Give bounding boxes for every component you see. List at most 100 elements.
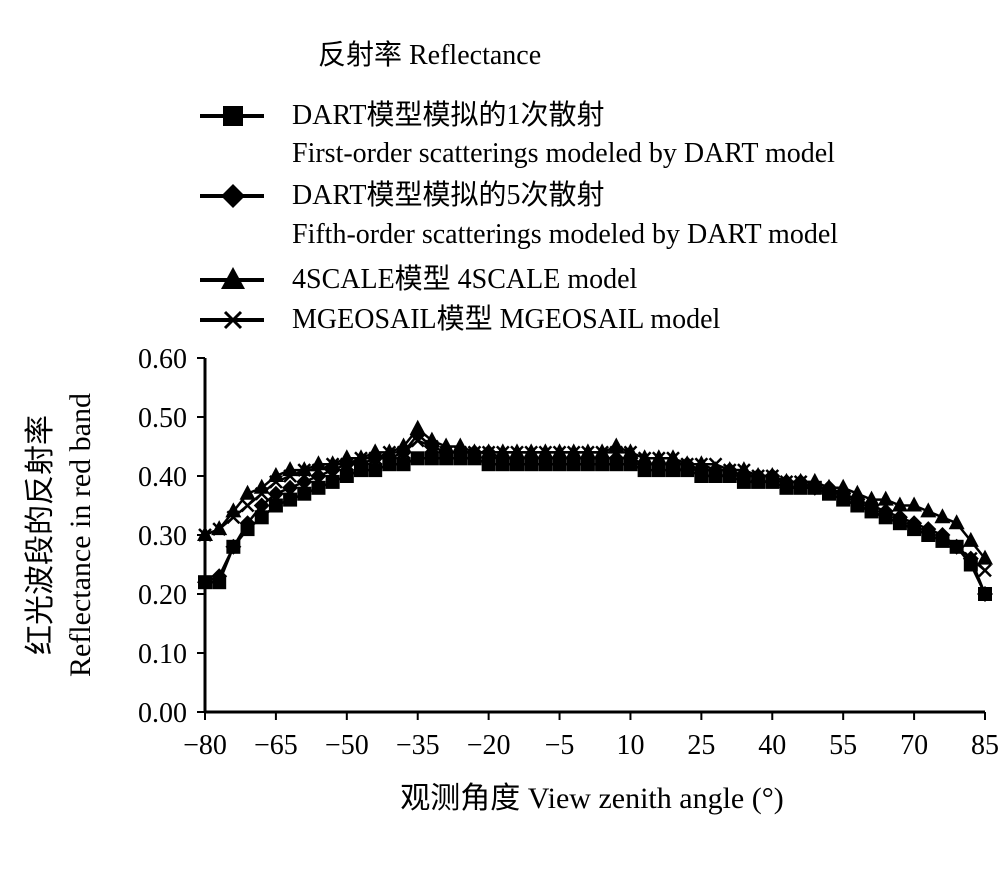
data-point-x xyxy=(822,486,836,501)
series-markers xyxy=(197,419,993,602)
triangle-marker-icon xyxy=(221,267,245,289)
data-point-x xyxy=(354,451,368,466)
y-tick-label: 0.50 xyxy=(138,403,187,434)
data-point-x xyxy=(836,492,851,507)
x-tick-label: 10 xyxy=(616,730,644,761)
data-point-diamond xyxy=(253,497,270,514)
data-point-triangle xyxy=(282,461,299,477)
data-point-x xyxy=(666,451,680,466)
x-tick-label: 25 xyxy=(687,730,715,761)
legend-item-mgeosail: MGEOSAIL模型 MGEOSAIL model xyxy=(200,303,720,335)
data-point-triangle xyxy=(906,496,923,512)
data-point-triangle xyxy=(423,431,440,447)
data-point-x xyxy=(212,522,227,536)
legend-label: DART模型模拟的5次散射 xyxy=(292,179,605,211)
x-tick-label: −50 xyxy=(325,730,369,761)
data-point-square xyxy=(410,451,425,466)
data-point-x xyxy=(510,445,524,460)
data-point-x xyxy=(254,486,269,501)
data-point-triangle xyxy=(310,455,327,471)
legend-label-en: First-order scatterings modeled by DART … xyxy=(292,138,835,169)
data-point-square xyxy=(268,498,283,513)
data-point-triangle xyxy=(977,549,993,565)
data-point-x xyxy=(311,463,326,477)
data-point-triangle xyxy=(452,437,469,453)
data-point-x xyxy=(297,463,312,477)
data-point-x xyxy=(680,457,695,472)
data-point-x xyxy=(793,475,808,489)
data-point-x xyxy=(453,445,468,460)
data-point-triangle xyxy=(253,478,270,494)
data-point-x xyxy=(935,534,950,548)
data-point-square xyxy=(297,486,312,501)
data-point-triangle xyxy=(920,502,937,518)
legend-label: 4SCALE模型 4SCALE model xyxy=(292,263,638,295)
data-point-x xyxy=(907,522,921,536)
data-point-x xyxy=(595,445,609,460)
data-point-square xyxy=(254,510,269,525)
x-tick-label: −20 xyxy=(467,730,511,761)
data-point-x xyxy=(850,498,865,513)
data-point-diamond xyxy=(310,468,327,484)
data-point-square xyxy=(396,457,411,472)
data-point-diamond xyxy=(977,586,993,602)
data-point-square xyxy=(325,474,340,489)
legend-item-4scale: 4SCALE模型 4SCALE model xyxy=(200,263,638,295)
data-point-x xyxy=(524,445,539,460)
data-point-diamond xyxy=(267,485,284,502)
data-point-x xyxy=(566,445,581,460)
x-axis-title: 观测角度 View zenith angle (°) xyxy=(400,782,783,815)
data-point-x xyxy=(467,445,482,460)
data-point-diamond xyxy=(906,515,923,532)
data-point-diamond xyxy=(891,509,908,526)
x-tick-label: −80 xyxy=(183,730,227,761)
data-point-triangle xyxy=(409,419,426,435)
x-tick-label: 55 xyxy=(829,730,857,761)
x-marker-icon xyxy=(223,310,243,330)
data-point-triangle xyxy=(367,443,384,459)
data-point-triangle xyxy=(948,514,965,530)
y-tick-label: 0.60 xyxy=(138,344,187,375)
data-point-x xyxy=(226,510,241,525)
data-point-square xyxy=(368,463,383,478)
data-point-square xyxy=(283,492,298,507)
data-point-x xyxy=(552,445,567,460)
y-axis-title-en: Reflectance in red band xyxy=(64,393,97,677)
data-point-x xyxy=(708,457,723,472)
data-point-x xyxy=(283,469,297,483)
data-point-square xyxy=(311,480,326,495)
data-point-x xyxy=(538,445,553,460)
data-point-x xyxy=(495,445,510,460)
data-point-triangle xyxy=(806,472,823,488)
legend-item-fifth-order: DART模型模拟的5次散射 Fifth-order scatterings mo… xyxy=(200,179,838,250)
data-point-triangle xyxy=(239,484,256,500)
data-point-diamond xyxy=(296,473,313,490)
legend-item-first-order: DART模型模拟的1次散射 First-order scatterings mo… xyxy=(200,99,835,169)
data-point-triangle xyxy=(849,484,866,500)
data-point-triangle xyxy=(863,490,880,506)
data-point-x xyxy=(368,451,383,466)
data-point-x xyxy=(765,469,780,483)
data-point-x xyxy=(893,516,907,531)
data-point-square xyxy=(424,451,439,466)
data-point-x xyxy=(651,451,666,466)
data-point-x xyxy=(864,504,879,519)
x-tick-label: −5 xyxy=(545,730,575,761)
data-point-x xyxy=(779,475,794,489)
y-ticks: 0.00 0.10 0.20 0.30 0.40 0.50 0.60 xyxy=(138,344,205,729)
data-point-diamond xyxy=(211,568,228,585)
data-point-square xyxy=(481,457,496,472)
data-point-x xyxy=(949,539,964,554)
x-ticks: −80 −65 −50 −35 −20 −5 10 25 40 55 70 85 xyxy=(183,712,999,761)
data-point-triangle xyxy=(835,478,852,494)
data-point-x xyxy=(325,457,340,472)
data-point-x xyxy=(921,528,936,542)
data-point-triangle xyxy=(877,490,894,506)
data-point-diamond xyxy=(282,479,299,496)
chart-title: 反射率 Reflectance xyxy=(318,39,541,71)
diamond-marker-icon xyxy=(221,184,245,208)
y-tick-label: 0.30 xyxy=(138,521,187,552)
data-point-square xyxy=(339,469,354,483)
x-tick-label: 70 xyxy=(900,730,928,761)
y-tick-label: 0.10 xyxy=(138,639,187,670)
